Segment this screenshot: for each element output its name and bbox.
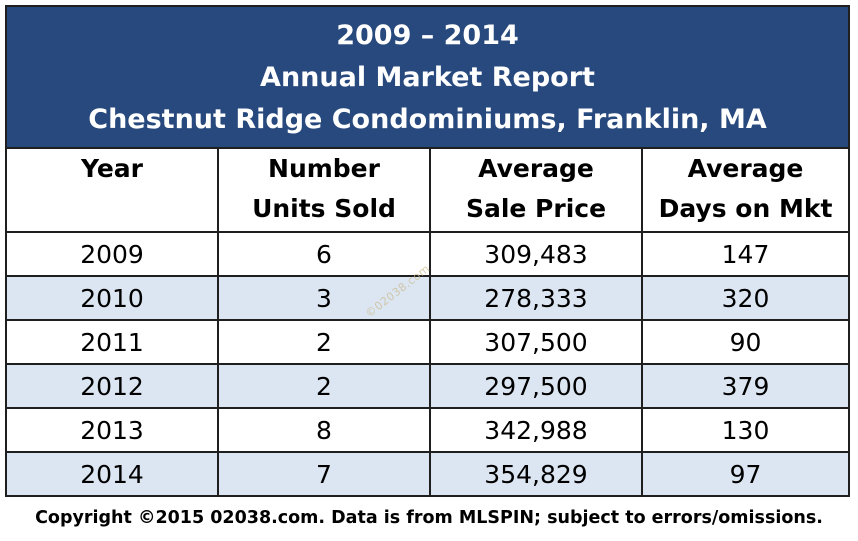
table-cell: 2010 (7, 276, 219, 321)
report-title: 2009 – 2014 Annual Market Report Chestnu… (7, 7, 848, 149)
table-cell: 97 (642, 452, 848, 495)
table-cell: 147 (642, 232, 848, 277)
column-header-line: Sale Price (465, 194, 607, 223)
column-header-line: Average (478, 154, 594, 183)
table-row: 2010 3 278,333 320 (7, 276, 848, 321)
column-header-line: Average (687, 154, 804, 183)
table-cell: 297,500 (430, 364, 643, 409)
table-cell: 8 (218, 408, 431, 453)
table-cell: 2013 (7, 408, 219, 453)
table-row: 2014 7 354,829 97 (7, 452, 848, 495)
title-line-location: Chestnut Ridge Condominiums, Franklin, M… (88, 104, 767, 135)
column-header-sale-price: Average Sale Price (430, 149, 643, 233)
table-cell: 354,829 (430, 452, 643, 495)
table-cell: 2012 (7, 364, 219, 409)
copyright-footer: Copyright ©2015 02038.com. Data is from … (35, 508, 823, 528)
table-cell: 90 (642, 320, 848, 365)
table-cell: 2011 (7, 320, 219, 365)
column-header-days-on-market: Average Days on Mkt (642, 149, 848, 233)
title-line-report: Annual Market Report (260, 62, 595, 93)
table-cell: 278,333 (430, 276, 643, 321)
table-cell: 7 (218, 452, 431, 495)
table-cell: 2 (218, 320, 431, 365)
table-cell: 342,988 (430, 408, 643, 453)
table-row: 2013 8 342,988 130 (7, 408, 848, 453)
title-line-years: 2009 – 2014 (336, 20, 519, 51)
table-cell: 379 (642, 364, 848, 409)
table-cell: 3 (218, 276, 431, 321)
table-row: 2012 2 297,500 379 (7, 364, 848, 409)
market-report-table: 2009 – 2014 Annual Market Report Chestnu… (5, 5, 850, 497)
table-cell: 6 (218, 232, 431, 277)
table-row: 2009 6 309,483 147 (7, 232, 848, 277)
column-header-line: Number (268, 154, 380, 183)
column-header-units-sold: Number Units Sold (218, 149, 431, 233)
table-cell: 2 (218, 364, 431, 409)
column-header-year: Year (7, 149, 219, 233)
column-header-row: Year Number Units Sold Average Sale Pric… (7, 149, 848, 233)
table-cell: 307,500 (430, 320, 643, 365)
table-cell: 130 (642, 408, 848, 453)
column-header-line: Units Sold (252, 194, 396, 223)
table-row: 2011 2 307,500 90 (7, 320, 848, 365)
data-table: Year Number Units Sold Average Sale Pric… (7, 149, 848, 495)
column-header-line: Year (81, 154, 143, 183)
table-cell: 2014 (7, 452, 219, 495)
table-cell: 320 (642, 276, 848, 321)
column-header-line: Days on Mkt (658, 194, 833, 223)
table-cell: 2009 (7, 232, 219, 277)
table-cell: 309,483 (430, 232, 643, 277)
